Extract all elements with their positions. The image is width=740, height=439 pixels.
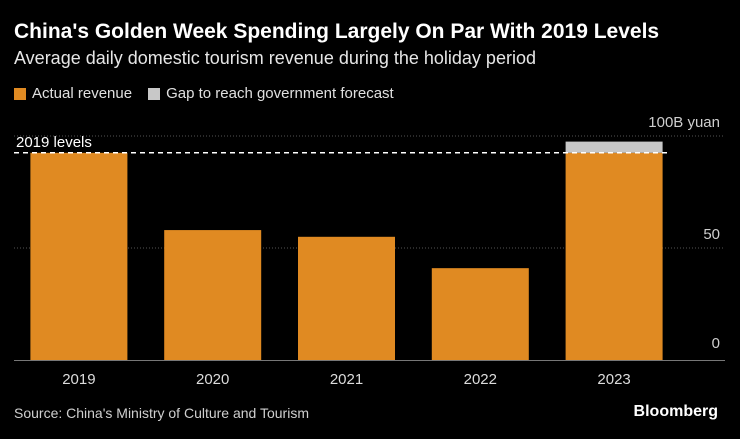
bar-actual-2019 xyxy=(30,152,128,360)
y-tick-label-0: 0 xyxy=(712,335,720,352)
legend-label-gap: Gap to reach government forecast xyxy=(166,85,394,102)
legend-swatch-actual xyxy=(14,87,26,100)
x-tick-label-2019: 2019 xyxy=(62,371,95,388)
bar-gap-2023 xyxy=(565,141,663,153)
bar-actual-2023 xyxy=(565,152,663,360)
x-tick-label-2023: 2023 xyxy=(597,371,630,388)
legend-label-actual: Actual revenue xyxy=(32,85,133,102)
x-tick-label-2020: 2020 xyxy=(196,371,229,388)
x-tick-label-2022: 2022 xyxy=(464,371,497,388)
legend-item-actual: Actual revenue xyxy=(14,85,132,102)
bar-actual-2022 xyxy=(431,268,529,360)
legend-item-gap: Gap to reach government forecast xyxy=(148,85,394,102)
chart-title: China's Golden Week Spending Largely On … xyxy=(14,20,660,43)
bar-actual-2021 xyxy=(298,236,395,360)
legend-swatch-gap xyxy=(148,87,161,100)
y-tick-label-50: 50 xyxy=(703,226,720,243)
y-tick-label-100: 100B yuan xyxy=(648,114,720,131)
chart-subtitle: Average daily domestic tourism revenue d… xyxy=(14,48,536,68)
legend: Actual revenue Gap to reach government f… xyxy=(14,85,410,102)
bloomberg-logo: Bloomberg xyxy=(633,403,718,420)
bar-actual-2020 xyxy=(164,230,262,360)
source-note: Source: China's Ministry of Culture and … xyxy=(14,405,309,421)
x-tick-label-2021: 2021 xyxy=(330,371,363,388)
reference-line-label: 2019 levels xyxy=(16,134,92,151)
